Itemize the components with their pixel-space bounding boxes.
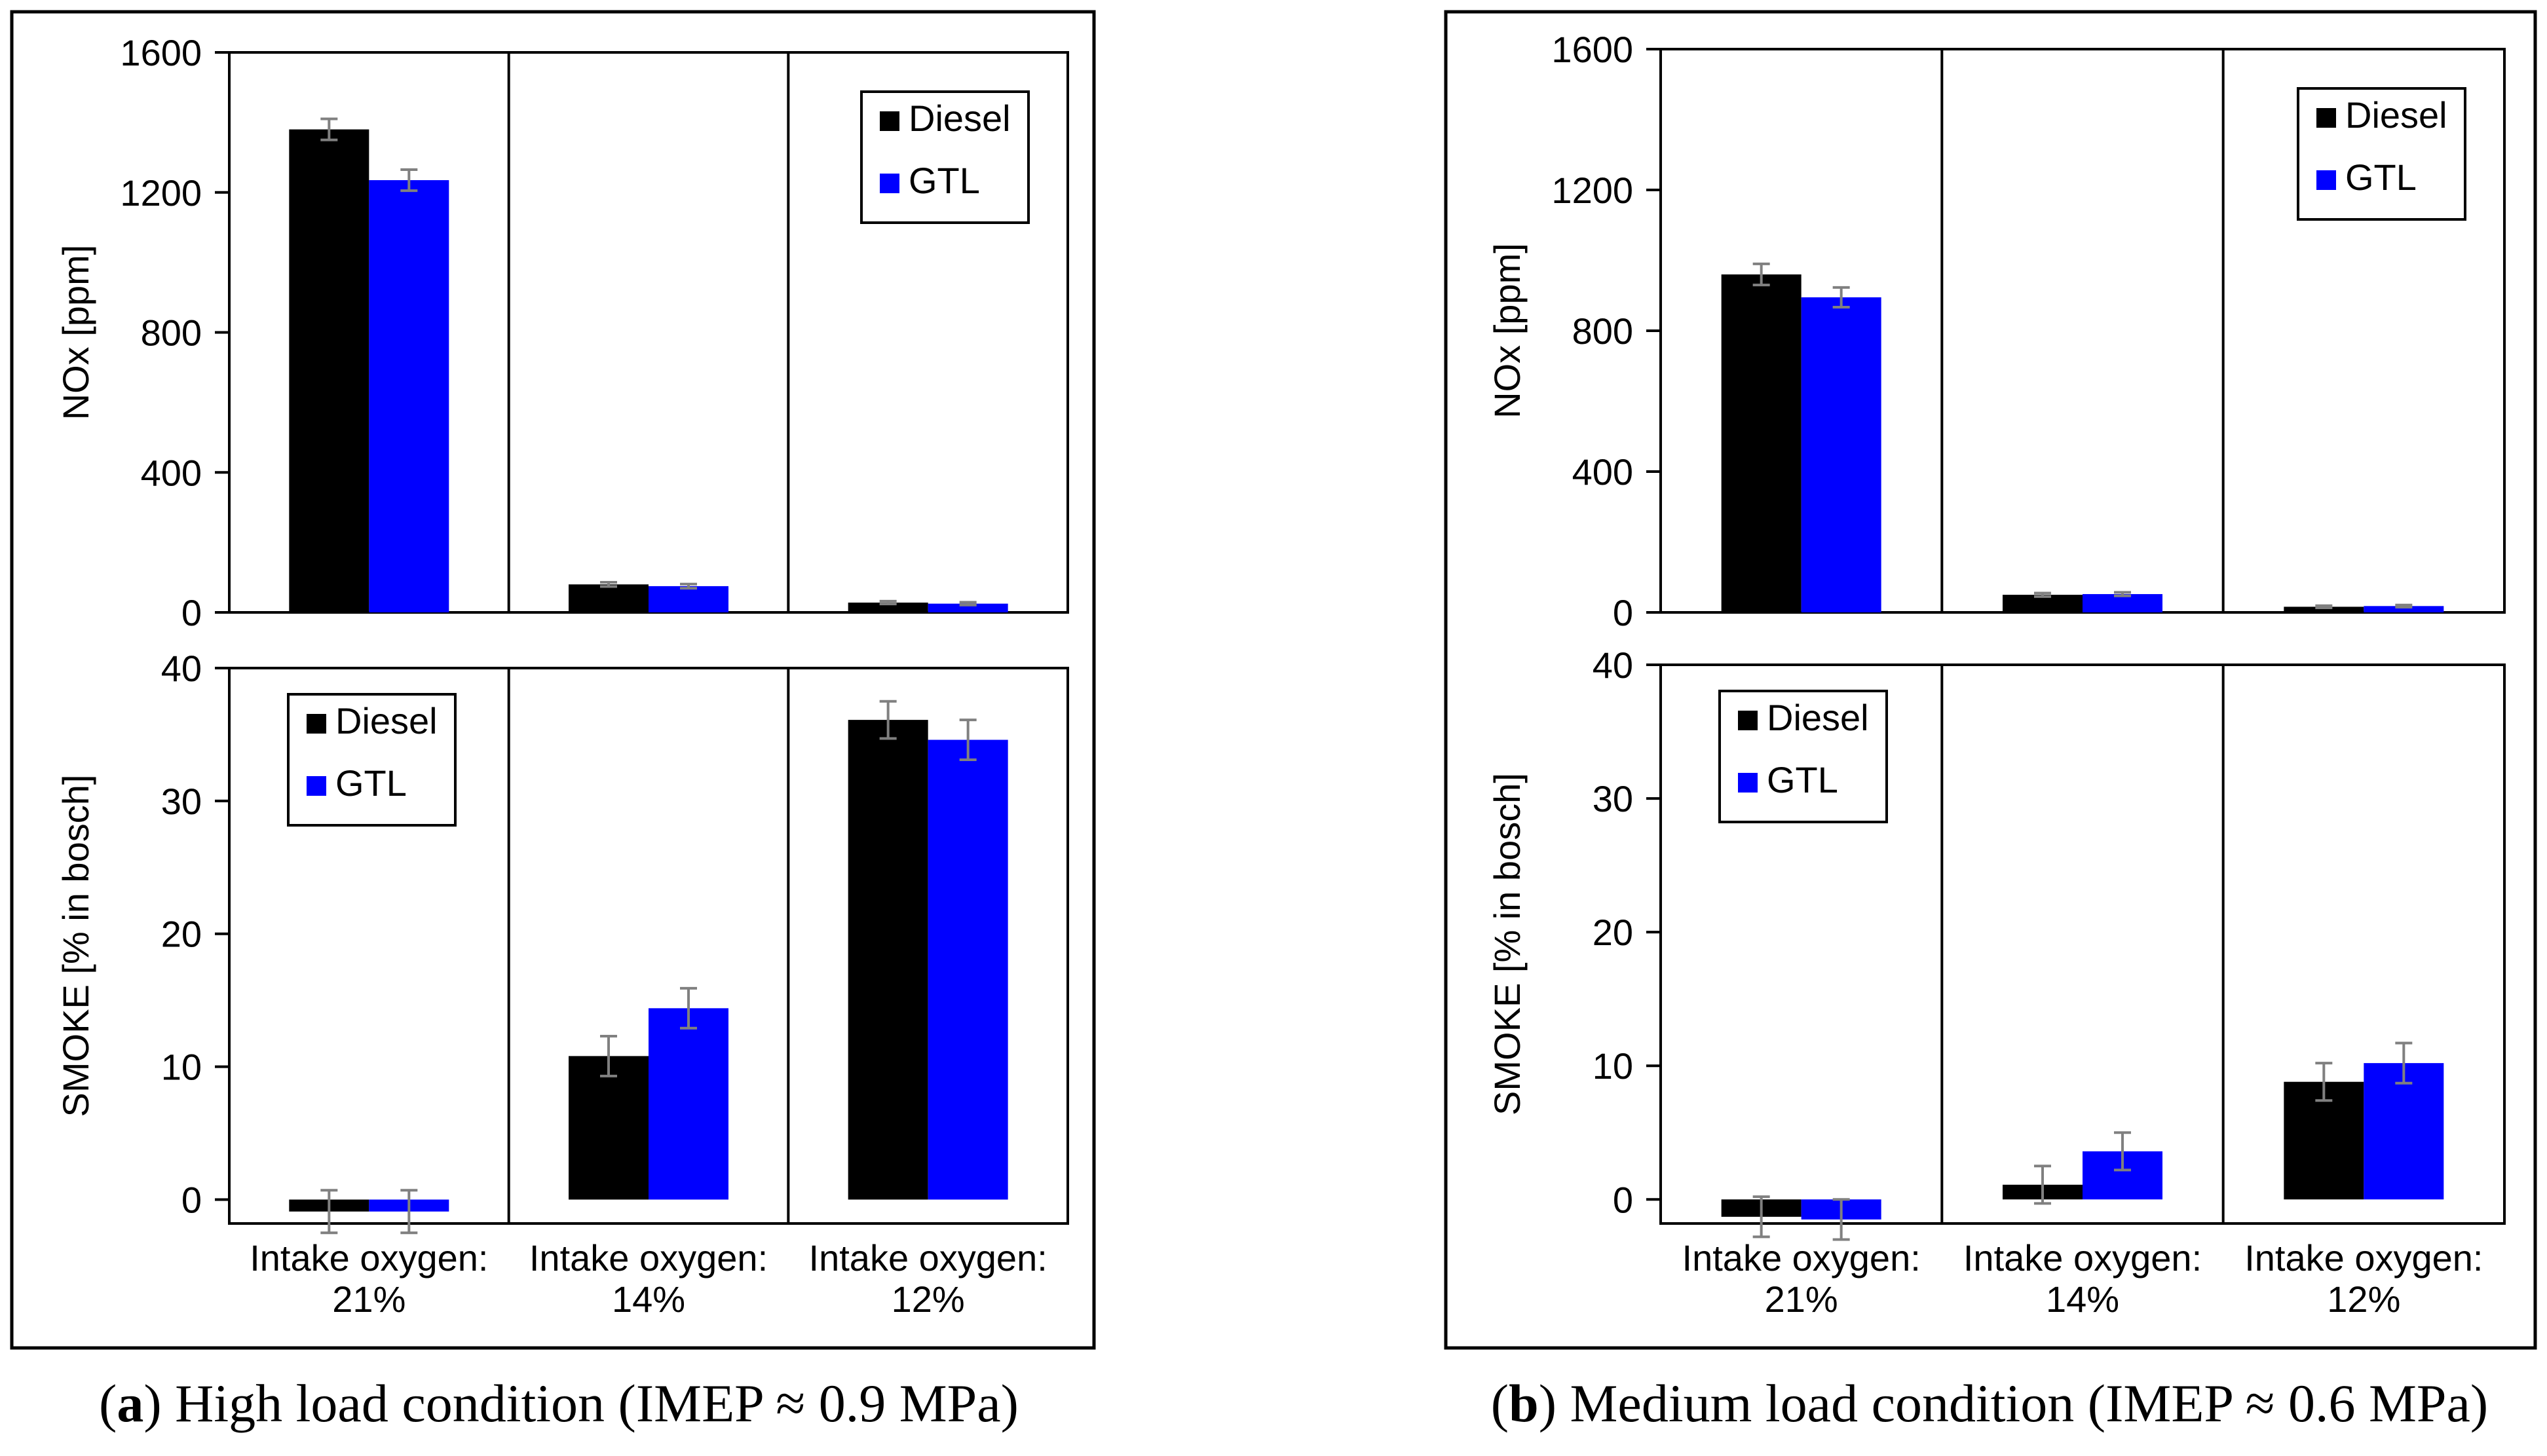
x-category-label: Intake oxygen: [1963, 1237, 2202, 1279]
bar-gtl-group-1 [1801, 297, 1881, 612]
legend-swatch-gtl [880, 174, 899, 193]
y-tick-label: 10 [1593, 1045, 1633, 1087]
y-tick-label: 20 [161, 914, 202, 955]
x-category-value: 14% [612, 1279, 685, 1320]
y-tick-label: 30 [1593, 778, 1633, 819]
y-tick-label: 1600 [1551, 29, 1633, 70]
caption-text: High load condition (IMEP ≈ 0.9 MPa) [162, 1373, 1019, 1433]
x-category-value: 12% [2327, 1279, 2400, 1320]
bar-gtl-group-2 [649, 1008, 728, 1200]
legend-label-diesel: Diesel [909, 98, 1011, 139]
legend-swatch-gtl [1738, 773, 1758, 793]
legend-label-diesel: Diesel [335, 700, 438, 741]
x-category-value: 21% [1765, 1279, 1838, 1320]
y-tick-label: 800 [141, 312, 202, 354]
y-tick-label: 10 [161, 1047, 202, 1088]
bar-diesel-group-3 [848, 603, 928, 612]
y-tick-label: 0 [1613, 592, 1633, 633]
caption-letter: b [1509, 1373, 1539, 1433]
y-tick-label: 40 [161, 648, 202, 689]
y-tick-label: 0 [181, 592, 202, 633]
caption-text: Medium load condition (IMEP ≈ 0.6 MPa) [1556, 1373, 2488, 1433]
bar-gtl-group-1 [369, 180, 449, 612]
y-tick-label: 1600 [120, 32, 202, 73]
x-category-label: Intake oxygen: [250, 1237, 488, 1279]
legend-label-gtl: GTL [335, 762, 407, 804]
x-category-value: 12% [892, 1279, 965, 1320]
y-tick-label: 400 [1572, 451, 1633, 493]
bar-gtl-group-2 [649, 586, 728, 612]
chart-b-nox: 0 400 800 1200 1600 NOx [ppm] Diesel GTL [1486, 29, 2506, 633]
caption-paren-close: ) [1539, 1373, 1556, 1433]
y-tick-label: 0 [181, 1179, 202, 1220]
x-category-value: 14% [2046, 1279, 2119, 1320]
y-axis-label: NOx [ppm] [55, 245, 96, 420]
legend: Diesel GTL [1718, 690, 1888, 823]
panel-caption: (a) High load condition (IMEP ≈ 0.9 MPa) [99, 1373, 1019, 1433]
x-category-label: Intake oxygen: [2244, 1237, 2483, 1279]
y-tick-label: 1200 [1551, 170, 1633, 211]
legend: Diesel GTL [287, 693, 457, 827]
legend-label-gtl: GTL [2345, 157, 2417, 198]
legend-label-gtl: GTL [1767, 759, 1838, 800]
plot-area [1659, 663, 2506, 1225]
chart-b-smoke: 0 10 20 30 40 SMOKE [% in bosch] Diesel GTL [1486, 644, 2506, 1241]
legend: Diesel GTL [860, 90, 1030, 224]
legend-label-diesel: Diesel [2345, 94, 2447, 136]
chart-a-smoke: 0 10 20 30 40 SMOKE [% in bosch] Diesel GTL [55, 648, 1069, 1235]
caption-paren-open: ( [99, 1373, 117, 1433]
x-category-label: Intake oxygen: [1682, 1237, 1921, 1279]
panel-frame [1444, 10, 2537, 1350]
panel-b: Intake oxygen:21%Intake oxygen:14%Intake… [1444, 10, 2537, 1433]
legend-swatch-diesel [1738, 711, 1758, 730]
x-category-label: Intake oxygen: [809, 1237, 1047, 1279]
bar-gtl-group-3 [2364, 1063, 2444, 1200]
caption-letter: a [117, 1373, 143, 1433]
y-axis-label: SMOKE [% in bosch] [55, 775, 96, 1117]
legend-label-gtl: GTL [909, 160, 980, 201]
bar-diesel-group-1 [289, 129, 369, 612]
y-axis-label: SMOKE [% in bosch] [1486, 773, 1528, 1115]
y-tick-label: 0 [1613, 1179, 1633, 1220]
bar-diesel-group-2 [569, 1056, 649, 1200]
legend-swatch-diesel [880, 111, 899, 131]
bar-gtl-group-3 [928, 739, 1008, 1200]
legend-swatch-gtl [307, 776, 326, 796]
y-tick-label: 20 [1593, 912, 1633, 953]
y-tick-label: 800 [1572, 310, 1633, 352]
caption-paren-close: ) [143, 1373, 161, 1433]
bar-diesel-group-1 [1721, 274, 1802, 612]
y-tick-label: 400 [141, 452, 202, 493]
legend-swatch-diesel [307, 714, 326, 734]
legend-label-diesel: Diesel [1767, 697, 1869, 738]
legend-swatch-gtl [2316, 170, 2336, 190]
x-category-value: 21% [332, 1279, 406, 1320]
chart-a-nox: 0 400 800 1200 1600 NOx [ppm] Diesel GTL [55, 32, 1069, 633]
legend: Diesel GTL [2297, 87, 2466, 221]
panel-a: Intake oxygen:21%Intake oxygen:14%Intake… [10, 10, 1096, 1433]
bar-diesel-group-3 [848, 720, 928, 1200]
bar-gtl-group-3 [928, 603, 1008, 612]
plot-area [228, 667, 1069, 1225]
panel-caption: (b) Medium load condition (IMEP ≈ 0.6 MP… [1491, 1373, 2488, 1433]
y-tick-label: 30 [161, 781, 202, 822]
bar-diesel-group-2 [569, 584, 649, 612]
legend-swatch-diesel [2316, 108, 2336, 128]
y-tick-label: 1200 [120, 172, 202, 214]
y-axis-label: NOx [ppm] [1486, 243, 1528, 419]
bar-diesel-group-3 [2284, 607, 2364, 612]
y-tick-label: 40 [1593, 644, 1633, 686]
bar-gtl-group-3 [2364, 606, 2444, 612]
panel-frame [10, 10, 1096, 1350]
x-category-label: Intake oxygen: [529, 1237, 768, 1279]
caption-paren-open: ( [1491, 1373, 1509, 1433]
